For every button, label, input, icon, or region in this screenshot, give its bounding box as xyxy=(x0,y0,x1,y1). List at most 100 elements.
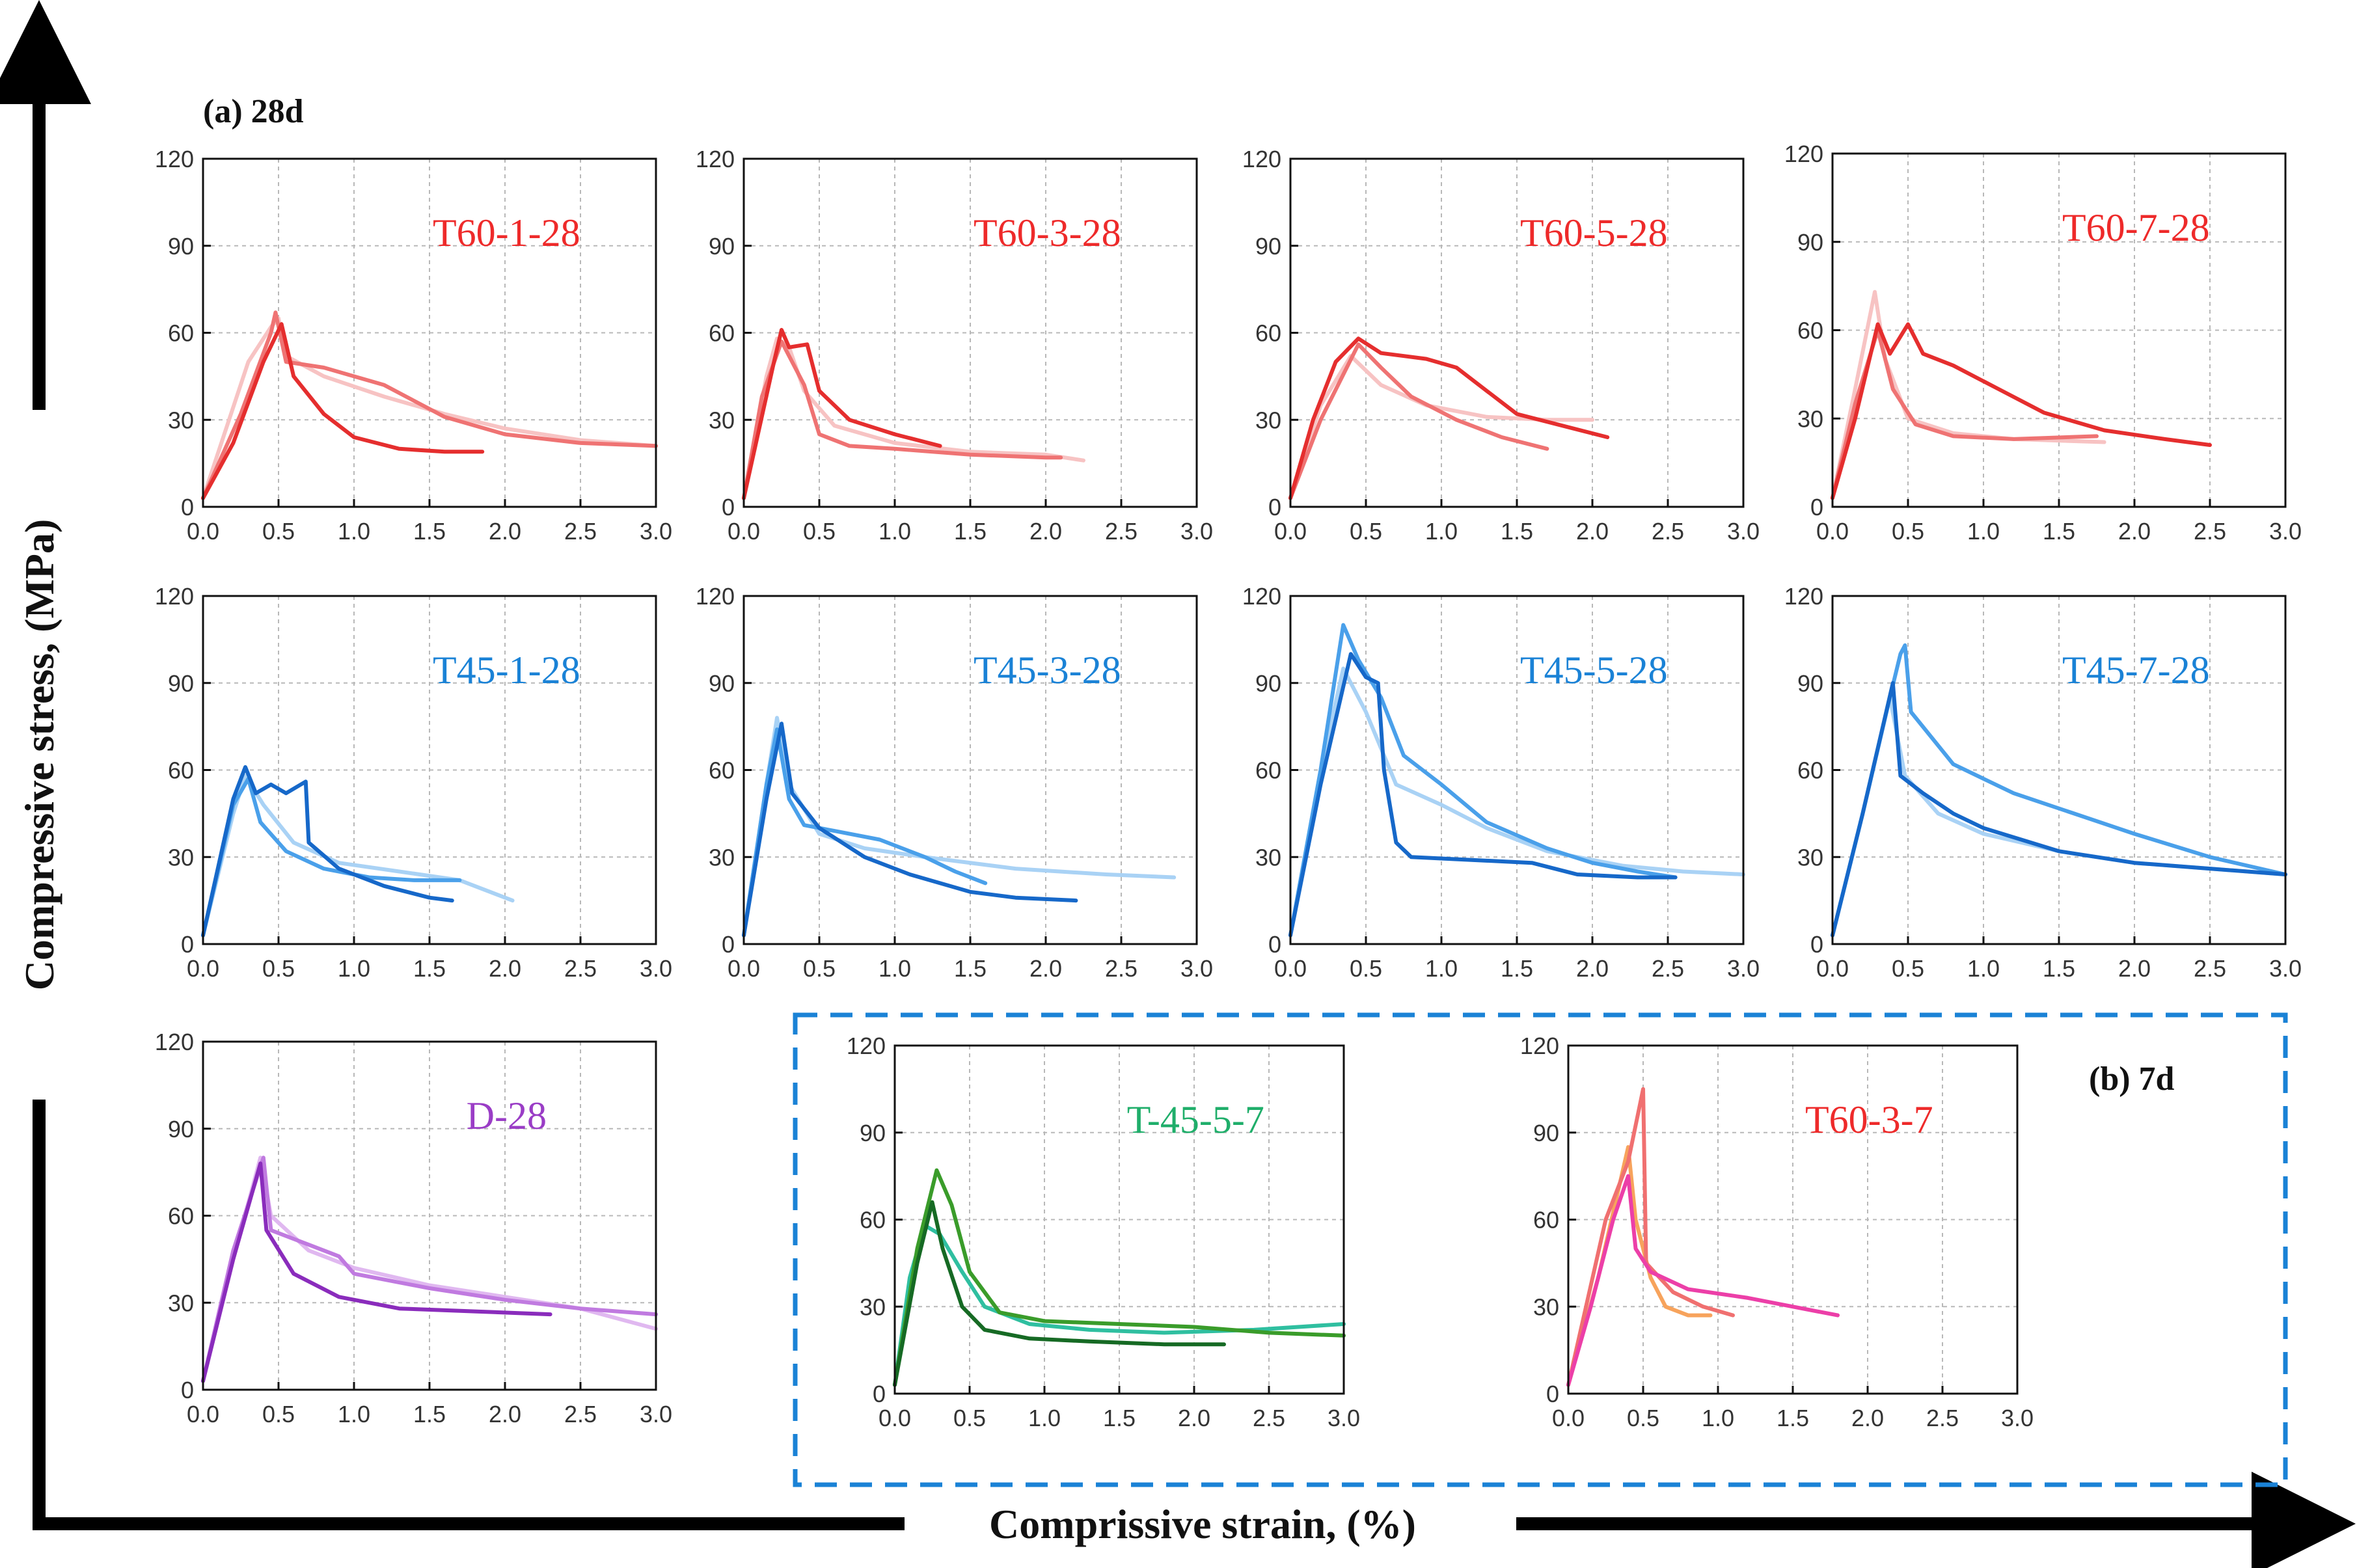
y-tick-label: 90 xyxy=(168,670,194,697)
x-tick-label: 1.0 xyxy=(1028,1405,1061,1431)
y-tick-label: 60 xyxy=(1533,1207,1559,1234)
x-tick-label: 0.5 xyxy=(1892,518,1924,545)
x-tick-label: 1.5 xyxy=(1501,518,1533,545)
y-tick-label: 0 xyxy=(1546,1381,1559,1407)
panel-title: T60-3-28 xyxy=(974,211,1121,254)
x-tick-label: 0.5 xyxy=(953,1405,986,1431)
series-line-3 xyxy=(893,1200,1226,1387)
y-tick-label: 60 xyxy=(168,1203,194,1230)
y-tick-label: 90 xyxy=(709,233,735,260)
y-tick-label: 0 xyxy=(1268,494,1281,520)
y-tick-label: 60 xyxy=(860,1207,886,1234)
series-line-2 xyxy=(742,727,988,938)
y-tick-label: 90 xyxy=(1797,229,1823,256)
series-line-3 xyxy=(742,722,1078,938)
y-tick-label: 0 xyxy=(722,494,735,520)
y-tick-label: 60 xyxy=(1797,318,1823,344)
series-line-2 xyxy=(1566,1087,1735,1387)
x-tick-label: 0.5 xyxy=(262,1401,295,1427)
panel-t60-3-7: 0.0 0.5 1.0 1.5 2.0 2.5 3.0 0 30 60 90 120 T60-3-7 xyxy=(1520,1033,2034,1431)
series-line-1 xyxy=(201,316,658,500)
panel-title: T60-5-28 xyxy=(1520,211,1668,254)
y-tick-label: 60 xyxy=(1255,757,1281,784)
y-tick-label: 120 xyxy=(1784,583,1823,610)
x-tick-label: 0.0 xyxy=(187,955,219,982)
y-tick-label: 30 xyxy=(1533,1293,1559,1320)
seven-day-box xyxy=(793,1012,2288,1487)
x-tick-label: 1.0 xyxy=(1425,518,1458,545)
y-tick-label: 0 xyxy=(181,931,194,958)
y-tick-label: 90 xyxy=(1533,1120,1559,1146)
x-tick-label: 0.0 xyxy=(1552,1405,1585,1431)
y-tick-label: 0 xyxy=(873,1381,886,1407)
x-tick-label: 3.0 xyxy=(1180,955,1213,982)
x-tick-label: 2.0 xyxy=(1029,518,1062,545)
x-tick-label: 1.5 xyxy=(954,518,987,545)
panel-t60-1-28: 0.0 0.5 1.0 1.5 2.0 2.5 3.0 0 30 60 90 120 T60-1-28 xyxy=(155,146,672,545)
y-tick-label: 90 xyxy=(860,1120,886,1146)
x-tick-label: 1.0 xyxy=(1425,955,1458,982)
panel-t60-5-28: 0.0 0.5 1.0 1.5 2.0 2.5 3.0 0 30 60 90 120 T60-5-28 xyxy=(1242,146,1760,545)
x-tick-label: 2.0 xyxy=(489,955,521,982)
x-tick-label: 2.5 xyxy=(1253,1405,1285,1431)
series-line-3 xyxy=(1288,336,1610,500)
series-line-2 xyxy=(1288,623,1678,938)
x-tick-label: 3.0 xyxy=(640,955,672,982)
series-line-3 xyxy=(1831,322,2212,500)
x-tick-label: 3.0 xyxy=(640,1401,672,1427)
y-tick-label: 0 xyxy=(181,1377,194,1403)
series-line-1 xyxy=(742,336,1085,500)
panel-t45-3-28: 0.0 0.5 1.0 1.5 2.0 2.5 3.0 0 30 60 90 120 T45-3-28 xyxy=(696,583,1213,982)
x-tick-label: 1.5 xyxy=(413,518,446,545)
y-tick-label: 120 xyxy=(155,1029,194,1055)
x-tick-label: 3.0 xyxy=(640,518,672,545)
x-tick-label: 2.0 xyxy=(489,1401,521,1427)
y-tick-label: 0 xyxy=(722,931,735,958)
y-tick-label: 60 xyxy=(168,320,194,347)
x-tick-label: 0.0 xyxy=(187,1401,219,1427)
x-tick-label: 0.0 xyxy=(728,518,760,545)
x-tick-label: 0.0 xyxy=(1274,518,1307,545)
y-tick-label: 0 xyxy=(1268,931,1281,958)
section-label-7d: (b) 7d xyxy=(2089,1061,2175,1098)
x-tick-label: 1.0 xyxy=(338,1401,370,1427)
panel-title: T60-7-28 xyxy=(2062,206,2210,249)
x-tick-label: 2.0 xyxy=(2118,518,2151,545)
x-tick-label: 3.0 xyxy=(1328,1405,1360,1431)
y-tick-label: 90 xyxy=(1255,670,1281,697)
x-tick-label: 0.5 xyxy=(803,518,836,545)
series-line-3 xyxy=(742,328,942,500)
y-tick-label: 120 xyxy=(1242,583,1281,610)
x-tick-label: 2.5 xyxy=(1652,518,1684,545)
x-tick-label: 2.0 xyxy=(1576,955,1609,982)
series-line-3 xyxy=(1288,652,1678,938)
panel-title: T-45-5-7 xyxy=(1127,1098,1264,1141)
section-label-28d: (a) 28d xyxy=(203,93,304,130)
x-tick-label: 0.0 xyxy=(879,1405,911,1431)
x-tick-label: 1.0 xyxy=(879,518,911,545)
series-line-1 xyxy=(1831,290,2106,500)
x-tick-label: 1.0 xyxy=(1967,955,2000,982)
panel-t45-7-28: 0.0 0.5 1.0 1.5 2.0 2.5 3.0 0 30 60 90 120 T45-7-28 xyxy=(1784,583,2302,982)
x-tick-label: 2.5 xyxy=(564,518,597,545)
x-tick-label: 0.5 xyxy=(262,518,295,545)
series-line-3 xyxy=(201,765,454,938)
series-line-1 xyxy=(1566,1145,1713,1387)
x-tick-label: 2.5 xyxy=(564,955,597,982)
y-tick-label: 90 xyxy=(168,1116,194,1142)
panel-title: T60-1-28 xyxy=(433,211,580,254)
x-tick-label: 1.5 xyxy=(2043,518,2075,545)
y-tick-label: 90 xyxy=(1255,233,1281,260)
x-tick-label: 2.5 xyxy=(564,1401,597,1427)
x-tick-label: 1.0 xyxy=(338,518,370,545)
x-tick-label: 3.0 xyxy=(2269,518,2302,545)
y-tick-label: 30 xyxy=(168,1290,194,1316)
x-tick-label: 2.5 xyxy=(1652,955,1684,982)
x-tick-label: 2.5 xyxy=(1926,1405,1959,1431)
x-tick-label: 3.0 xyxy=(2001,1405,2034,1431)
x-tick-label: 2.5 xyxy=(1105,955,1138,982)
x-tick-label: 0.0 xyxy=(1816,955,1849,982)
x-tick-label: 2.0 xyxy=(1576,518,1609,545)
series-line-3 xyxy=(201,1161,552,1383)
